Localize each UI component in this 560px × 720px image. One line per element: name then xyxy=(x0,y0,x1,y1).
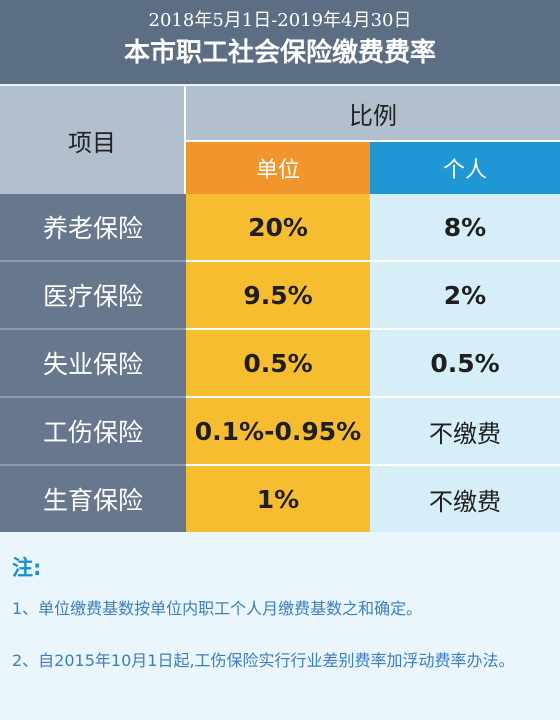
date-range: 2018年5月1日-2019年4月30日 xyxy=(148,10,412,31)
note-2: 2、自2015年10月1日起,工伤保险实行行业差别费率加浮动费率办法。 xyxy=(12,651,515,670)
person-rate-unemployment: 0.5% xyxy=(370,330,560,398)
unit-rate-unemployment: 0.5% xyxy=(186,330,370,398)
person-header: 个人 xyxy=(370,142,560,194)
ratio-header: 比例 xyxy=(186,86,560,142)
notes-heading: 注: xyxy=(12,556,42,580)
page-header: 2018年5月1日-2019年4月30日 本市职工社会保险缴费费率 xyxy=(0,0,560,84)
person-rate-medical: 2% xyxy=(370,262,560,330)
unit-rate-pension: 20% xyxy=(186,194,370,262)
row-label-unemployment: 失业保险 xyxy=(0,330,186,398)
note-1: 1、单位缴费基数按单位内职工个人月缴费基数之和确定。 xyxy=(12,599,423,618)
unit-header: 单位 xyxy=(186,142,370,194)
person-rate-maternity: 不缴费 xyxy=(370,466,560,532)
person-rate-pension: 8% xyxy=(370,194,560,262)
person-rate-work-injury: 不缴费 xyxy=(370,398,560,466)
rate-table: 项目 比例 单位 个人 养老保险 20% 8% 医疗保险 9.5% 2% 失业保… xyxy=(0,86,560,532)
page-title: 本市职工社会保险缴费费率 xyxy=(123,38,436,68)
row-label-maternity: 生育保险 xyxy=(0,466,186,532)
unit-rate-medical: 9.5% xyxy=(186,262,370,330)
unit-rate-work-injury: 0.1%-0.95% xyxy=(186,398,370,466)
row-label-medical: 医疗保险 xyxy=(0,262,186,330)
row-label-work-injury: 工伤保险 xyxy=(0,398,186,466)
item-header: 项目 xyxy=(0,86,186,194)
notes-section: 注: 1、单位缴费基数按单位内职工个人月缴费基数之和确定。 2、自2015年10… xyxy=(0,532,560,720)
row-label-pension: 养老保险 xyxy=(0,194,186,262)
unit-rate-maternity: 1% xyxy=(186,466,370,532)
